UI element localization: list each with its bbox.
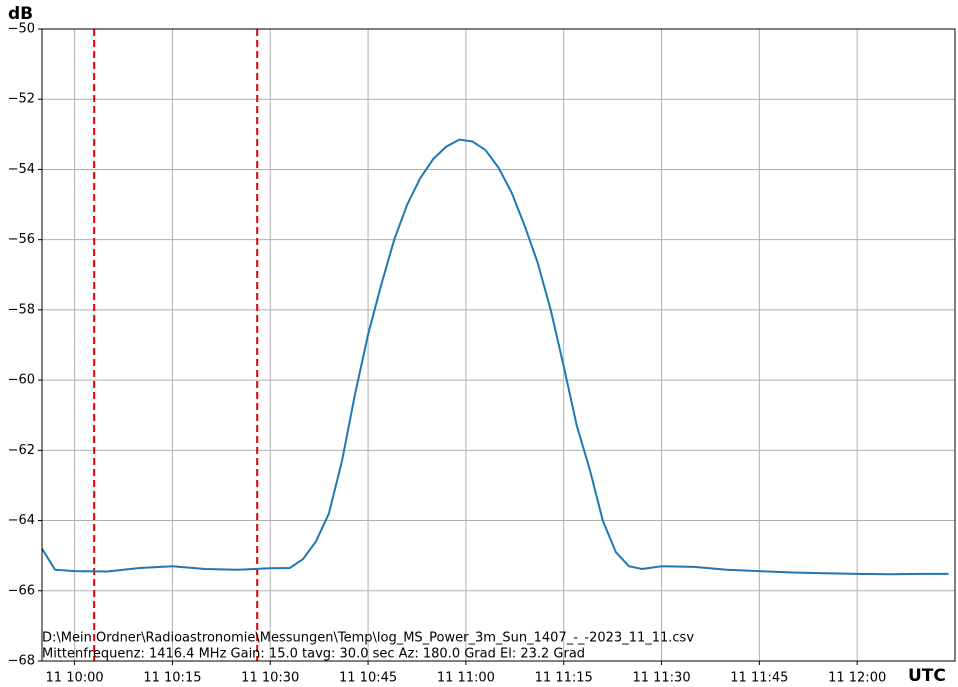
y-tick-label: −58 [8,302,35,317]
annotation: Mittenfrequenz: 1416.4 MHz Gain: 15.0 ta… [42,647,585,662]
plot-frame [41,28,956,662]
x-tick-label: 11 10:45 [339,671,397,686]
y-axis-label: dB [8,4,33,24]
annotation: D:\Mein Ordner\Radioastronomie\Messungen… [42,631,694,646]
y-tick-label: −52 [8,92,35,107]
y-tick-label: −62 [8,443,35,458]
x-axis-label: UTC [908,666,946,686]
x-tick-label: 11 11:00 [437,671,495,686]
y-tick-label: −50 [8,22,35,37]
x-tick-label: 11 12:00 [828,671,886,686]
y-tick-label: −60 [8,373,35,388]
x-tick-label: 11 11:30 [632,671,690,686]
data-line [41,138,949,576]
x-tick-label: 11 11:45 [730,671,788,686]
y-tick-label: −68 [8,654,35,669]
y-tick-label: −56 [8,232,35,247]
x-tick-label: 11 10:00 [46,671,104,686]
y-tick-label: −64 [8,513,35,528]
x-tick-label: 11 10:30 [241,671,299,686]
y-tick-label: −66 [8,583,35,598]
x-tick-label: 11 11:15 [535,671,593,686]
y-tick-label: −54 [8,162,35,177]
x-tick-label: 11 10:15 [143,671,201,686]
